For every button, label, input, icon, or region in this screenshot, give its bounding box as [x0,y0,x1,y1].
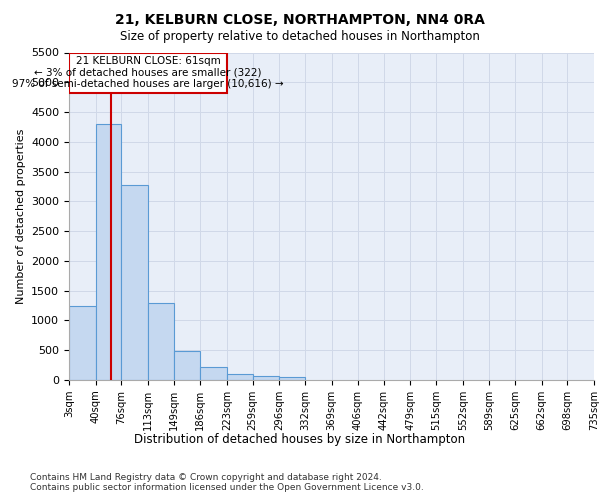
Bar [148,302,174,380]
Bar [69,52,227,93]
Bar [227,374,253,380]
Text: Distribution of detached houses by size in Northampton: Distribution of detached houses by size … [134,432,466,446]
Bar [279,377,305,380]
Bar [69,306,95,380]
Bar [95,124,121,380]
Text: Contains HM Land Registry data © Crown copyright and database right 2024.
Contai: Contains HM Land Registry data © Crown c… [30,472,424,492]
Bar [121,184,148,380]
Bar [200,367,227,380]
Text: 21 KELBURN CLOSE: 61sqm: 21 KELBURN CLOSE: 61sqm [76,56,220,66]
Bar [174,352,200,380]
Y-axis label: Number of detached properties: Number of detached properties [16,128,26,304]
Bar [253,376,279,380]
Text: 97% of semi-detached houses are larger (10,616) →: 97% of semi-detached houses are larger (… [12,79,284,89]
Text: Size of property relative to detached houses in Northampton: Size of property relative to detached ho… [120,30,480,43]
Text: ← 3% of detached houses are smaller (322): ← 3% of detached houses are smaller (322… [34,68,262,78]
Text: 21, KELBURN CLOSE, NORTHAMPTON, NN4 0RA: 21, KELBURN CLOSE, NORTHAMPTON, NN4 0RA [115,12,485,26]
